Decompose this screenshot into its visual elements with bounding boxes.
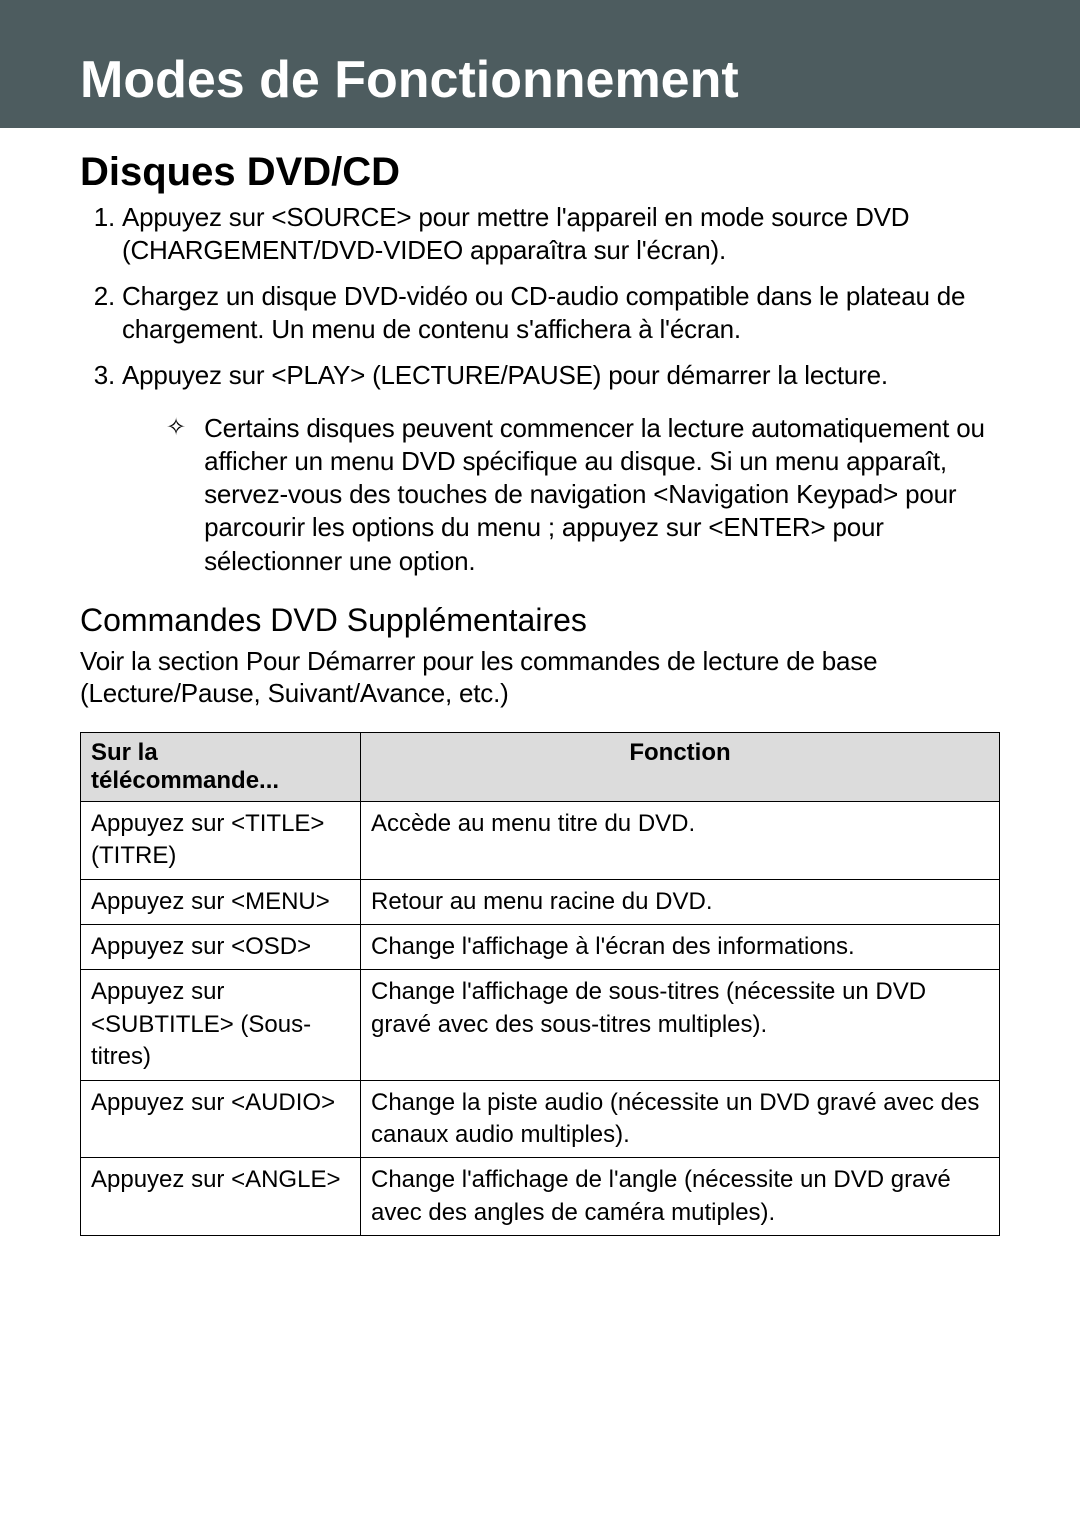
table-cell-function: Change l'affichage à l'écran des informa… [361,925,1000,970]
commands-table: Sur la télécommande... Fonction Appuyez … [80,732,1000,1236]
table-cell-remote: Appuyez sur <TITLE> (TITRE) [81,801,361,879]
table-row: Appuyez sur <OSD> Change l'affichage à l… [81,925,1000,970]
table-cell-remote: Appuyez sur <AUDIO> [81,1080,361,1158]
section-title: Disques DVD/CD [80,150,1000,195]
step-item: Appuyez sur <PLAY> (LECTURE/PAUSE) pour … [122,359,1000,392]
table-cell-remote: Appuyez sur <OSD> [81,925,361,970]
steps-list: Appuyez sur <SOURCE> pour mettre l'appar… [80,201,1000,392]
diamond-icon: ✧ [166,412,186,578]
header-bar: Modes de Fonctionnement [0,0,1080,128]
table-cell-function: Change l'affichage de sous-titres (néces… [361,970,1000,1080]
table-row: Appuyez sur <ANGLE> Change l'affichage d… [81,1158,1000,1236]
table-cell-function: Retour au menu racine du DVD. [361,879,1000,924]
table-header-remote: Sur la télécommande... [81,732,361,801]
step-item: Appuyez sur <SOURCE> pour mettre l'appar… [122,201,1000,266]
table-cell-remote: Appuyez sur <SUBTITLE> (Sous-titres) [81,970,361,1080]
table-row: Appuyez sur <SUBTITLE> (Sous-titres) Cha… [81,970,1000,1080]
note-block: ✧ Certains disques peuvent commencer la … [166,412,1000,578]
table-header-row: Sur la télécommande... Fonction [81,732,1000,801]
table-row: Appuyez sur <AUDIO> Change la piste audi… [81,1080,1000,1158]
table-cell-function: Change l'affichage de l'angle (nécessite… [361,1158,1000,1236]
subsection-intro: Voir la section Pour Démarrer pour les c… [80,645,1000,710]
page: Modes de Fonctionnement Disques DVD/CD A… [0,0,1080,1532]
table-row: Appuyez sur <MENU> Retour au menu racine… [81,879,1000,924]
table-cell-function: Accède au menu titre du DVD. [361,801,1000,879]
table-cell-function: Change la piste audio (nécessite un DVD … [361,1080,1000,1158]
subsection-title: Commandes DVD Supplémentaires [80,602,1000,639]
page-title: Modes de Fonctionnement [80,50,1080,110]
table-header-function: Fonction [361,732,1000,801]
step-item: Chargez un disque DVD-vidéo ou CD-audio … [122,280,1000,345]
table-row: Appuyez sur <TITLE> (TITRE) Accède au me… [81,801,1000,879]
table-cell-remote: Appuyez sur <MENU> [81,879,361,924]
note-text: Certains disques peuvent commencer la le… [204,412,1000,578]
content: Disques DVD/CD Appuyez sur <SOURCE> pour… [0,128,1080,1236]
table-cell-remote: Appuyez sur <ANGLE> [81,1158,361,1236]
